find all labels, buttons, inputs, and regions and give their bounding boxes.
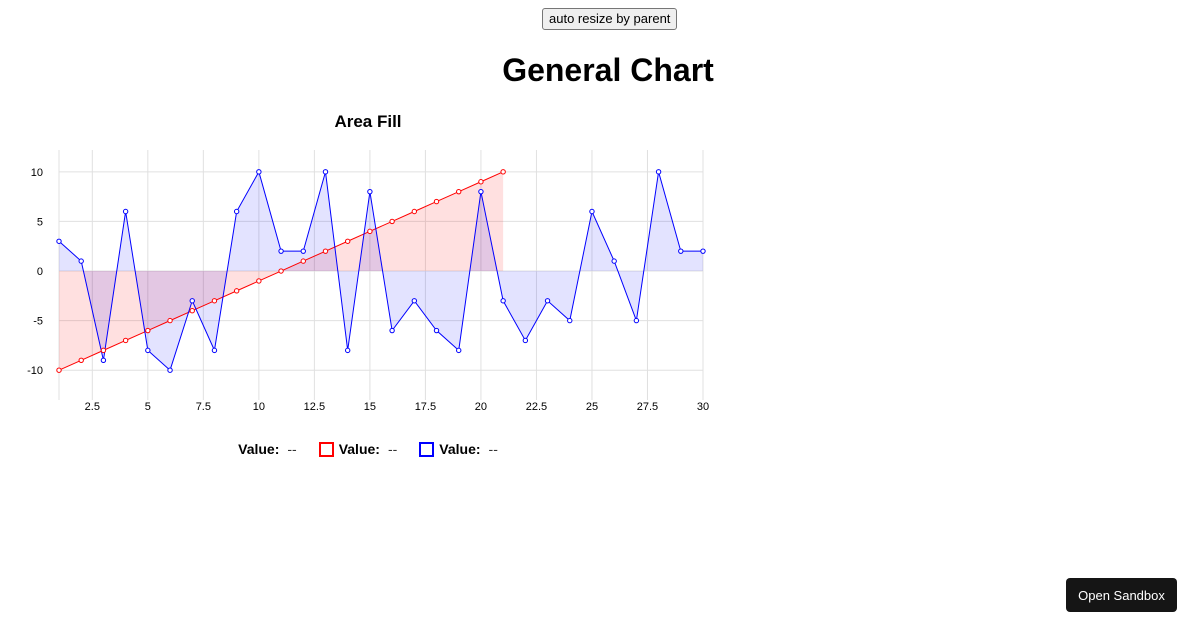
- data-point: [522, 337, 529, 344]
- data-point: [300, 258, 306, 264]
- area-chart: Area Fill -10 -5 0 5 10 2.5 5 7.5 10 12.5 15 17.5 20 2…: [27, 112, 709, 413]
- data-point: [122, 337, 129, 344]
- legend-value: --: [488, 441, 498, 457]
- data-point: [655, 169, 662, 175]
- data-point: [456, 347, 462, 354]
- data-point: [256, 169, 262, 175]
- y-tick-label: -10: [27, 365, 43, 377]
- data-point: [278, 268, 284, 274]
- data-point: [145, 347, 151, 354]
- data-point: [389, 218, 395, 225]
- data-point: [344, 238, 351, 244]
- data-point: [344, 347, 351, 354]
- data-point: [78, 258, 84, 264]
- data-point: [167, 367, 173, 373]
- data-point: [233, 288, 240, 294]
- data-point: [189, 307, 195, 314]
- data-point: [611, 258, 617, 264]
- data-point: [56, 238, 62, 244]
- data-point: [544, 298, 551, 304]
- x-tick-label: 30: [697, 401, 709, 413]
- data-point: [589, 208, 595, 215]
- data-point: [322, 169, 329, 175]
- data-point: [278, 248, 284, 254]
- x-tick-label: 15: [364, 401, 376, 413]
- data-point: [100, 347, 107, 354]
- data-point: [478, 179, 484, 185]
- data-point: [567, 317, 573, 324]
- legend-item[interactable]: Value: --: [238, 441, 297, 457]
- data-point: [478, 188, 484, 195]
- data-point: [411, 298, 418, 304]
- legend-label: Value:: [338, 441, 380, 457]
- data-point: [122, 208, 129, 215]
- data-point: [456, 188, 462, 195]
- series-area: [59, 171, 703, 371]
- data-point: [678, 248, 684, 254]
- y-tick-label: 10: [31, 167, 43, 179]
- x-tick-label: 12.5: [304, 401, 325, 413]
- data-point: [700, 248, 706, 254]
- data-point: [78, 357, 84, 363]
- data-point: [500, 169, 506, 175]
- page-title: General Chart: [502, 52, 714, 88]
- legend-label: Value:: [439, 441, 481, 457]
- legend: Value: -- Value: -- Value: --: [0, 441, 736, 457]
- x-tick-label: 5: [145, 401, 151, 413]
- legend-item[interactable]: Value: --: [318, 441, 398, 457]
- data-point: [211, 347, 218, 354]
- x-tick-label: 27.5: [637, 401, 658, 413]
- x-tick-label: 25: [586, 401, 598, 413]
- data-point: [100, 357, 107, 363]
- data-point: [500, 298, 506, 304]
- data-point: [389, 327, 395, 334]
- data-point: [167, 317, 173, 324]
- x-tick-label: 17.5: [415, 401, 436, 413]
- data-point: [233, 208, 240, 215]
- data-point: [433, 198, 440, 205]
- data-point: [300, 248, 306, 254]
- y-tick-label: -5: [33, 316, 43, 328]
- x-tick-label: 20: [475, 401, 487, 413]
- auto-resize-button[interactable]: auto resize by parent: [542, 8, 678, 30]
- legend-swatch-red: [318, 441, 334, 457]
- legend-value: --: [387, 441, 398, 457]
- data-point: [211, 298, 218, 304]
- y-tick-label: 5: [37, 216, 43, 228]
- data-point: [433, 327, 440, 334]
- data-point: [367, 188, 373, 195]
- series-line: [58, 170, 703, 372]
- x-tick-label: 10: [253, 401, 265, 413]
- legend-item[interactable]: Value: --: [419, 441, 498, 457]
- legend-label: Value:: [238, 441, 280, 457]
- y-tick-label: 0: [37, 266, 43, 278]
- legend-swatch-blue: [419, 441, 435, 457]
- data-point: [367, 228, 373, 235]
- x-tick-label: 2.5: [85, 401, 100, 413]
- legend-value: --: [287, 441, 297, 457]
- data-point: [256, 278, 262, 284]
- data-point: [322, 248, 329, 254]
- data-point: [145, 327, 151, 334]
- data-point: [189, 298, 195, 304]
- data-point: [411, 208, 418, 215]
- chart-title: Area Fill: [334, 112, 401, 131]
- x-tick-label: 7.5: [196, 401, 211, 413]
- data-point: [633, 317, 640, 324]
- x-tick-label: 22.5: [526, 401, 547, 413]
- open-sandbox-button[interactable]: Open Sandbox: [1066, 578, 1177, 612]
- data-point: [56, 367, 62, 373]
